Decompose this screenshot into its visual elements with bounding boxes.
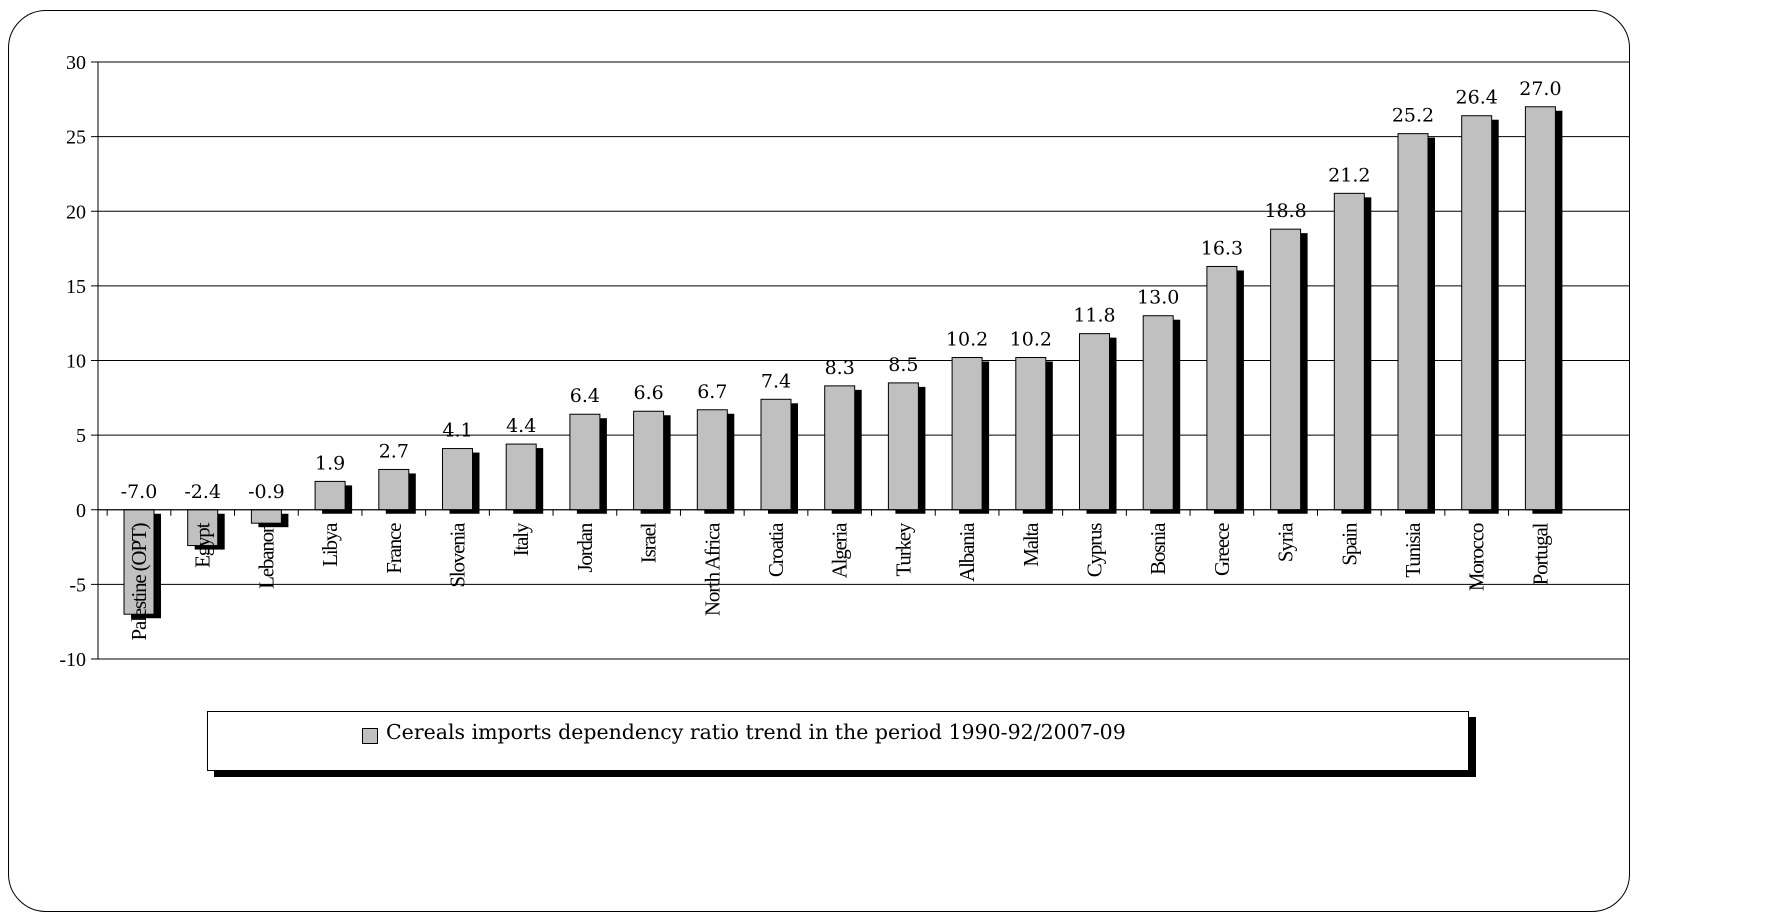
category-label: France — [382, 523, 406, 574]
category-label: Israel — [637, 522, 661, 563]
value-label: 13.0 — [1137, 287, 1179, 309]
bar — [1142, 315, 1174, 511]
category-label: Syria — [1274, 522, 1298, 562]
value-label: 1.9 — [315, 452, 345, 474]
value-label: 21.2 — [1328, 164, 1370, 186]
category-label: North Africa — [700, 522, 724, 616]
bar — [1461, 115, 1493, 511]
value-label: 7.4 — [761, 370, 791, 392]
legend: Cereals imports dependency ratio trend i… — [207, 711, 1469, 771]
legend-label: Cereals imports dependency ratio trend i… — [386, 720, 1126, 744]
value-label: 16.3 — [1201, 237, 1243, 259]
value-label: 2.7 — [379, 440, 409, 462]
bar — [1206, 265, 1238, 511]
category-label: Portugal — [1528, 522, 1552, 585]
bar — [1270, 228, 1302, 511]
bar — [1524, 106, 1556, 511]
legend-swatch — [362, 728, 378, 744]
value-label: 6.6 — [633, 382, 663, 404]
category-label: Croatia — [764, 522, 788, 577]
category-label: Palestine (OPT) — [127, 523, 151, 641]
y-tick-label: 30 — [66, 52, 86, 74]
category-label: Malta — [1019, 522, 1043, 567]
category-label: Spain — [1337, 522, 1361, 566]
bar — [696, 409, 728, 511]
category-label: Tunisia — [1401, 522, 1425, 578]
value-label: 6.4 — [570, 385, 600, 407]
y-tick-label: 25 — [66, 127, 86, 149]
y-tick-label: 15 — [66, 276, 86, 298]
bar — [250, 509, 282, 524]
bar — [1397, 133, 1429, 511]
category-label: Egypt — [191, 522, 215, 568]
value-label: 25.2 — [1392, 105, 1434, 127]
value-label: -0.9 — [248, 481, 285, 503]
bar — [887, 382, 919, 511]
value-label: 11.8 — [1073, 305, 1115, 327]
category-label: Cyprus — [1083, 523, 1107, 578]
bar — [633, 410, 665, 511]
y-tick-label: 5 — [76, 425, 86, 447]
value-label: 4.1 — [442, 420, 472, 442]
value-label: 10.2 — [1010, 329, 1052, 351]
value-label: 26.4 — [1456, 87, 1498, 109]
category-label: Greece — [1210, 523, 1234, 576]
value-label: 27.0 — [1519, 78, 1561, 100]
value-label: -7.0 — [121, 481, 158, 503]
category-label: Slovenia — [446, 522, 470, 588]
category-label: Turkey — [891, 522, 915, 576]
value-label: 8.3 — [825, 357, 855, 379]
value-label: 10.2 — [946, 329, 988, 351]
category-label: Italy — [509, 522, 533, 556]
bar — [1333, 192, 1365, 511]
bar — [951, 357, 983, 511]
y-tick-label: -5 — [69, 574, 86, 596]
bar — [760, 398, 792, 511]
bar — [187, 509, 219, 547]
value-label: -2.4 — [184, 481, 221, 503]
category-label: Albania — [955, 522, 979, 582]
bar — [824, 385, 856, 511]
category-label: Jordan — [573, 522, 597, 572]
bar — [1015, 357, 1047, 511]
bar — [123, 509, 155, 615]
value-label: 8.5 — [888, 354, 918, 376]
bar — [314, 480, 346, 511]
category-label: Morocco — [1465, 523, 1489, 591]
bar — [1079, 333, 1110, 511]
category-label: Bosnia — [1146, 522, 1170, 575]
bar — [505, 443, 537, 511]
y-tick-label: 10 — [66, 351, 86, 373]
value-label: 4.4 — [506, 415, 536, 437]
category-label: Libya — [318, 522, 342, 567]
bar — [442, 448, 473, 511]
bar-chart: -10 -5 0 5 10 15 20 25 30 -7.0 Palestine (OPT) -2.4… — [59, 52, 1629, 671]
chart-frame: -10 -5 0 5 10 15 20 25 30 -7.0 Palestine (OPT) -2.4… — [8, 10, 1630, 912]
bar — [378, 468, 410, 511]
bar — [569, 413, 601, 511]
y-tick-label: -10 — [59, 649, 86, 671]
category-label: Lebanon — [254, 522, 278, 589]
y-tick-label: 0 — [76, 500, 86, 522]
value-label: 18.8 — [1264, 200, 1306, 222]
y-tick-label: 20 — [66, 201, 86, 223]
category-label: Algeria — [828, 522, 852, 578]
value-label: 6.7 — [697, 381, 727, 403]
